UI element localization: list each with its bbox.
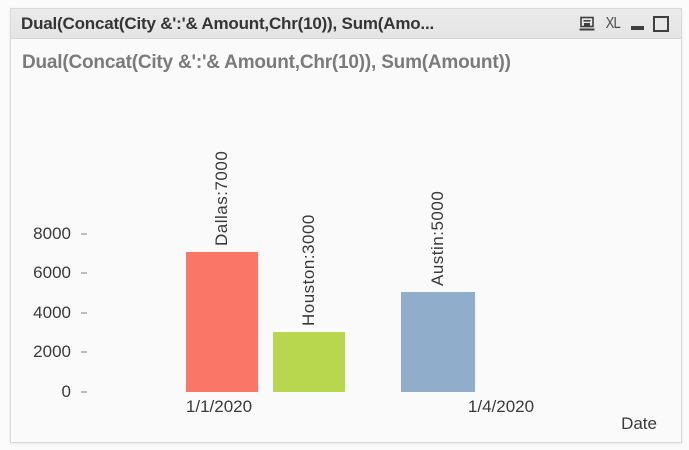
x-tick-label: 1/1/2020 — [185, 397, 253, 416]
y-tick-mark — [81, 272, 87, 275]
bar-label-dallas: Dallas:7000 — [212, 150, 231, 246]
chart-window: Dual(Concat(City &':'& Amount,Chr(10)), … — [10, 8, 682, 443]
titlebar-icons: XL — [579, 14, 669, 32]
chart-body: Dual(Concat(City &':'& Amount,Chr(10)), … — [11, 39, 681, 442]
y-tick-label: 0 — [61, 382, 71, 401]
excel-export-icon[interactable]: XL — [604, 14, 622, 32]
bar-houston[interactable] — [273, 332, 345, 392]
bar-label-houston: Houston:3000 — [299, 214, 318, 326]
plot-area: Date 0 2000 4000 6000 8000 Dallas:7000 Houston… — [11, 39, 681, 442]
excel-export-label: XL — [606, 14, 621, 32]
y-tick-label: 2000 — [33, 342, 71, 362]
y-tick-mark — [81, 311, 87, 314]
chart-title: Dual(Concat(City &':'& Amount,Chr(10)), … — [22, 52, 511, 73]
y-tick-mark — [81, 391, 87, 393]
printer-icon[interactable] — [579, 16, 595, 32]
maximize-icon[interactable] — [653, 15, 669, 32]
x-axis-title: Date — [621, 414, 657, 433]
window-titlebar[interactable]: Dual(Concat(City &':'& Amount,Chr(10)), … — [11, 9, 681, 39]
y-tick-mark — [81, 232, 87, 235]
bar-austin[interactable] — [401, 292, 475, 392]
window-title: Dual(Concat(City &':'& Amount,Chr(10)), … — [21, 13, 434, 33]
y-tick-label: 4000 — [33, 302, 71, 322]
bar-label-austin: Austin:5000 — [428, 190, 447, 286]
y-tick-label: 8000 — [33, 223, 71, 243]
x-tick-label: 1/4/2020 — [467, 397, 535, 416]
bar-dallas[interactable] — [186, 252, 258, 392]
y-tick-label: 6000 — [33, 263, 71, 283]
y-tick-mark — [81, 351, 87, 354]
minimize-icon[interactable] — [631, 18, 644, 30]
